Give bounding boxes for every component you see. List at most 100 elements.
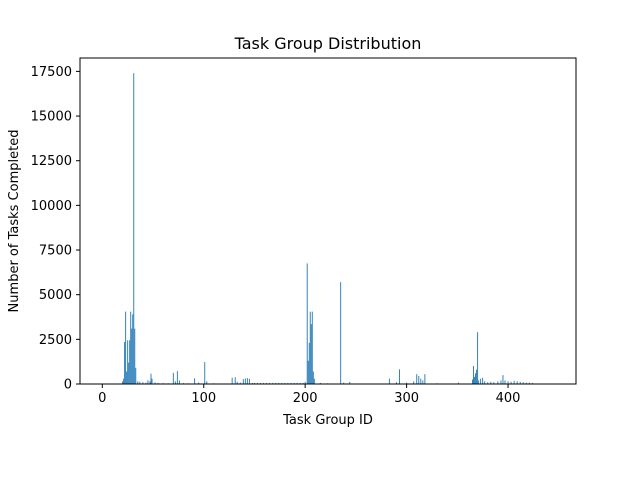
- bar-139: [242, 379, 244, 384]
- bar-198: [302, 382, 304, 384]
- bar-409: [516, 381, 518, 384]
- bar-186: [290, 382, 292, 384]
- bar-76: [178, 380, 180, 384]
- bar-192: [296, 382, 298, 384]
- bar-95: [198, 382, 200, 384]
- bar-156: [260, 382, 261, 384]
- bar-207: [311, 311, 313, 384]
- bar-72: [174, 381, 176, 384]
- bar-33: [135, 367, 137, 384]
- bar-165: [269, 382, 271, 384]
- bar-70: [172, 372, 174, 384]
- bar-148: [251, 382, 253, 384]
- bar-31: [133, 73, 135, 385]
- bar-368: [475, 373, 477, 384]
- bar-26: [128, 362, 130, 384]
- bar-400: [507, 381, 509, 384]
- bar-143: [246, 378, 248, 384]
- bar-415: [522, 382, 524, 384]
- x-axis-label: Task Group ID: [282, 413, 373, 428]
- bar-45: [147, 380, 149, 384]
- bar-380: [487, 382, 489, 384]
- bar-290: [396, 382, 397, 384]
- bar-424: [531, 382, 533, 384]
- bar-32: [134, 328, 136, 384]
- bar-418: [525, 382, 527, 384]
- bar-209: [313, 378, 315, 384]
- bar-47: [149, 381, 151, 384]
- bar-208: [312, 371, 314, 384]
- bar-24: [126, 371, 128, 384]
- bar-386: [493, 382, 495, 384]
- bar-316: [422, 380, 424, 384]
- bar-141: [244, 378, 246, 384]
- bar-35: [137, 381, 139, 384]
- bar-377: [484, 381, 486, 384]
- bar-30: [132, 314, 134, 384]
- y-ticks: 0 2500 5000 7500 10000 12500 15000 17500: [31, 65, 80, 393]
- bar-91: [194, 378, 196, 384]
- bar-312: [418, 375, 420, 384]
- bar-133: [236, 381, 238, 384]
- bar-195: [299, 382, 301, 384]
- bar-204: [308, 342, 310, 384]
- y-tick-label: 10000: [31, 199, 72, 214]
- bar-397: [504, 380, 506, 384]
- bar-177: [281, 382, 283, 384]
- bar-43: [145, 382, 147, 384]
- chart-title: Task Group Distribution: [234, 34, 422, 53]
- bar-159: [263, 382, 265, 384]
- bar-390: [497, 381, 499, 384]
- bar-307: [413, 381, 415, 384]
- bar-28: [130, 311, 132, 384]
- bar-403: [510, 381, 512, 384]
- bar-318: [424, 374, 426, 384]
- bar-205: [309, 311, 311, 384]
- bar-203: [307, 360, 309, 384]
- bar-395: [502, 375, 504, 384]
- bar-23: [125, 311, 127, 384]
- bar-206: [310, 324, 312, 384]
- bar-314: [420, 378, 422, 384]
- bar-183: [287, 382, 289, 384]
- bar-406: [513, 380, 515, 384]
- bar-412: [519, 381, 521, 384]
- y-tick-label: 15000: [31, 110, 72, 125]
- bar-168: [272, 382, 274, 384]
- bar-136: [239, 382, 241, 384]
- bar-49: [151, 378, 153, 384]
- bar-244: [349, 381, 351, 384]
- y-axis-label: Number of Tasks Completed: [7, 130, 22, 313]
- bar-365: [472, 379, 473, 384]
- bar-300: [406, 382, 408, 384]
- y-tick-label: 17500: [31, 65, 72, 80]
- bar-20: [122, 381, 124, 384]
- y-tick-label: 7500: [39, 244, 72, 259]
- plot-frame: [79, 57, 577, 385]
- y-tick-label: 12500: [31, 154, 72, 169]
- x-tick-label: 400: [496, 391, 521, 406]
- bar-189: [293, 382, 295, 384]
- y-tick-label: 0: [64, 378, 72, 393]
- bar-145: [248, 378, 250, 384]
- bar-171: [275, 382, 277, 384]
- bar-29: [131, 328, 133, 384]
- bar-351: [457, 382, 459, 384]
- bar-366: [473, 366, 474, 384]
- bar-174: [278, 382, 280, 384]
- bar-150: [254, 382, 255, 384]
- bar-55: [157, 382, 159, 384]
- bar-200: [304, 381, 306, 384]
- bar-310: [416, 374, 418, 384]
- x-tick-label: 300: [394, 391, 419, 406]
- bar-393: [500, 380, 502, 384]
- bar-202: [306, 263, 308, 384]
- bar-421: [528, 382, 530, 384]
- bar-383: [490, 381, 492, 384]
- bar-37: [139, 381, 141, 384]
- bar-40: [142, 382, 144, 384]
- bar-370: [477, 332, 479, 384]
- bar-373: [480, 378, 482, 384]
- bar-131: [234, 377, 236, 384]
